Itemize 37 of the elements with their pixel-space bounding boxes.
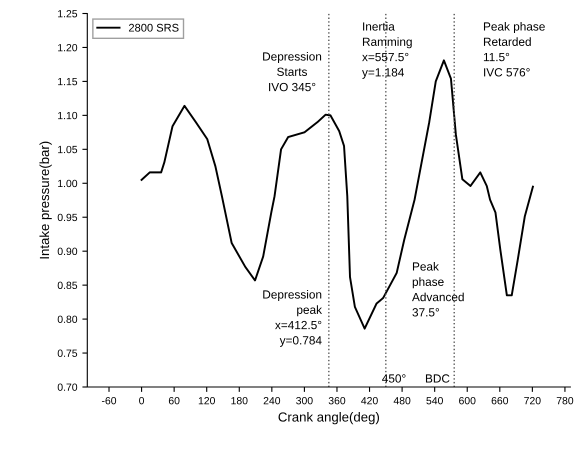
annotation: Inertia Ramming x=557.5° y=1.184	[362, 22, 412, 79]
y-tick-label: 0.85	[58, 282, 78, 290]
x-tick-label: -60	[102, 396, 116, 404]
x-axis-title: Crank angle(deg)	[278, 412, 379, 424]
x-tick-label: 600	[459, 396, 476, 404]
legend-label: 2800 SRS	[128, 24, 179, 32]
x-tick-label: 780	[556, 396, 574, 404]
x-tick-label: 420	[361, 396, 378, 404]
y-tick-label: 0.90	[58, 248, 78, 256]
y-tick-label: 1.10	[58, 112, 78, 120]
x-tick-label: 660	[492, 396, 508, 404]
x-tick-label: 540	[426, 396, 443, 404]
y-tick-label: 1.05	[58, 146, 78, 154]
x-tick-label: 0	[139, 396, 144, 404]
annotation: Peak phase Advanced 37.5°	[412, 262, 464, 317]
x-tick-label: 300	[296, 396, 313, 404]
annotation: Peak phase Retarded 11.5° IVC 576°	[484, 22, 545, 77]
y-tick-label: 1.25	[58, 10, 78, 18]
y-tick-label: 0.95	[58, 214, 78, 222]
y-tick-label: 0.80	[58, 316, 78, 323]
y-tick-label: 1.00	[58, 180, 78, 188]
x-tick-label: 120	[198, 396, 215, 404]
x-tick-label: 180	[231, 396, 248, 404]
annotation: Depression peak x=412.5° y=0.784	[263, 290, 322, 347]
annotation: 450°	[382, 374, 406, 383]
y-tick-label: 0.75	[58, 350, 78, 357]
y-tick-label: 1.15	[58, 78, 78, 86]
y-axis-title: Intake pressure(bar)	[39, 142, 52, 258]
x-tick-label: 60	[168, 396, 180, 404]
x-tick-label: 360	[328, 396, 346, 404]
annotation: BDC	[426, 374, 450, 383]
annotation: Depression Starts IVO 345°	[263, 52, 322, 92]
x-tick-label: 240	[264, 396, 280, 404]
x-tick-label: 480	[394, 396, 410, 404]
x-tick-label: 720	[524, 396, 541, 404]
y-tick-label: 0.70	[58, 384, 78, 391]
y-tick-label: 1.20	[58, 44, 78, 52]
